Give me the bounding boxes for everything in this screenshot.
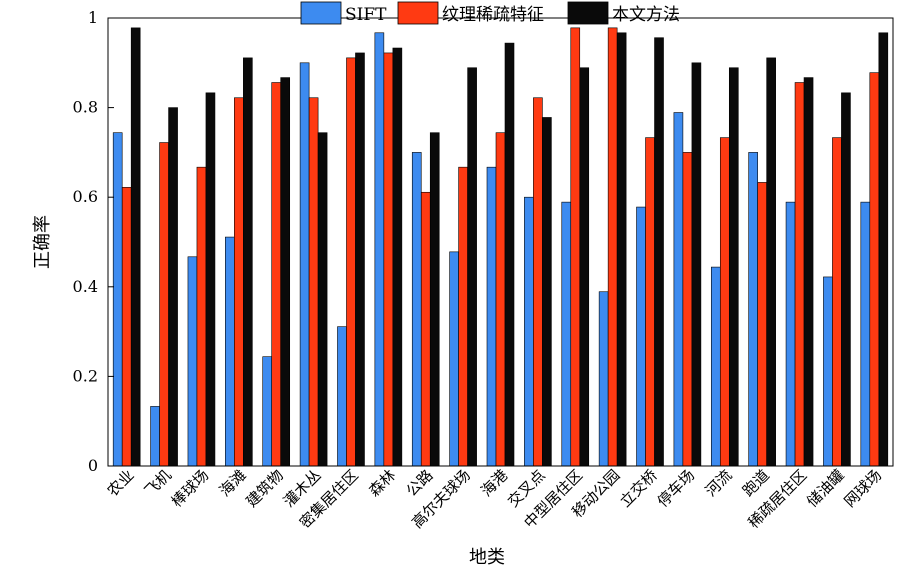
bar-series1-cat7 [383,52,394,467]
x-category-label: 停车场 [654,466,699,511]
bar-series0-cat20 [860,201,871,467]
bar-series2-cat15 [691,62,702,467]
bar-series0-cat17 [748,152,758,467]
bar-series2-cat11 [542,117,552,467]
bar-series1-cat9 [458,166,468,467]
bar-series1-cat2 [196,166,207,467]
bar-series1-cat0 [121,187,132,467]
bar-series0-cat6 [337,326,347,467]
bar-series2-cat18 [803,77,814,467]
bar-series0-cat3 [225,236,235,467]
x-category-label: 网球场 [841,466,886,511]
legend-swatch-proposed [567,1,609,25]
bar-series1-cat5 [308,97,319,467]
bar-series1-cat8 [420,191,431,467]
x-category-label: 立交桥 [616,466,661,511]
bar-series0-cat11 [524,196,534,467]
bar-series0-cat8 [411,152,422,467]
bar-series0-cat12 [561,201,572,467]
y-axis: 0 0.2 0.4 0.6 0.8 1 [73,8,114,475]
bar-series0-cat19 [823,276,833,467]
bar-series0-cat10 [486,166,497,467]
bar-series0-cat7 [374,32,385,467]
bar-series1-cat20 [869,72,880,467]
bar-series2-cat12 [579,67,590,467]
legend-label-texture-sparse: 纹理稀疏特征 [442,5,544,25]
bar-series0-cat2 [187,256,198,467]
bar-series2-cat6 [355,52,365,467]
bars-layer [112,27,889,467]
bar-series2-cat13 [616,32,627,467]
bar-series2-cat9 [467,67,477,467]
x-category-label: 森林 [365,466,399,500]
bar-series2-cat19 [841,92,851,467]
bar-series0-cat5 [299,62,310,467]
bar-series0-cat0 [112,132,123,467]
bar-series1-cat19 [832,137,842,467]
bar-series0-cat4 [262,356,273,467]
bar-series2-cat7 [392,47,403,467]
bar-series0-cat14 [636,206,646,467]
bar-series1-cat17 [757,182,767,467]
bar-series1-cat10 [495,132,506,467]
bar-series2-cat5 [317,132,328,467]
bar-series2-cat3 [243,57,253,467]
bar-series2-cat10 [504,42,515,467]
legend-swatch-texture-sparse [397,1,439,25]
legend-label-sift: SIFT [345,5,387,25]
y-tick-label: 1 [88,8,98,27]
x-category-label: 棒球场 [168,466,213,511]
bar-series1-cat1 [159,142,169,467]
y-axis-title: 正确率 [32,215,53,269]
legend-swatch-sift [300,1,342,25]
bar-series2-cat4 [280,77,291,467]
bar-series1-cat11 [533,97,543,467]
bar-series2-cat14 [654,37,664,467]
y-tick-label: 0.4 [73,277,98,296]
bar-series2-cat17 [766,57,776,467]
bar-series1-cat16 [719,137,730,467]
y-tick-label: 0.6 [73,187,98,206]
bar-series2-cat8 [429,132,440,467]
legend: SIFT 纹理稀疏特征 本文方法 [300,1,680,25]
x-category-label: 农业 [104,466,138,500]
y-tick-label: 0.8 [73,98,98,117]
x-category-label: 储油罐 [803,466,848,511]
bar-series1-cat3 [234,97,244,467]
legend-label-proposed: 本文方法 [612,5,680,25]
x-axis-title: 地类 [469,547,505,568]
bar-series2-cat0 [130,27,141,467]
bar-series1-cat15 [682,152,693,467]
bar-series1-cat13 [607,27,618,467]
bar-series1-cat12 [570,27,581,467]
bar-series2-cat16 [728,67,739,467]
bar-series2-cat20 [878,32,889,467]
bar-series1-cat4 [271,82,282,467]
bar-series2-cat2 [205,92,216,467]
bar-series0-cat13 [598,291,609,467]
y-tick-label: 0.2 [73,366,98,385]
plot-frame [107,17,894,467]
bar-series0-cat15 [673,112,684,467]
bar-series0-cat9 [449,251,459,467]
bar-series0-cat16 [710,266,721,467]
bar-series1-cat6 [346,57,356,467]
bar-series0-cat1 [150,406,160,467]
bar-series1-cat14 [645,137,655,467]
y-tick-label: 0 [88,456,98,475]
x-category-label: 建筑物 [242,466,287,511]
bar-series2-cat1 [168,107,178,467]
bar-series0-cat18 [785,201,796,467]
x-category-label: 河流 [702,466,736,500]
bar-series1-cat18 [794,82,805,467]
